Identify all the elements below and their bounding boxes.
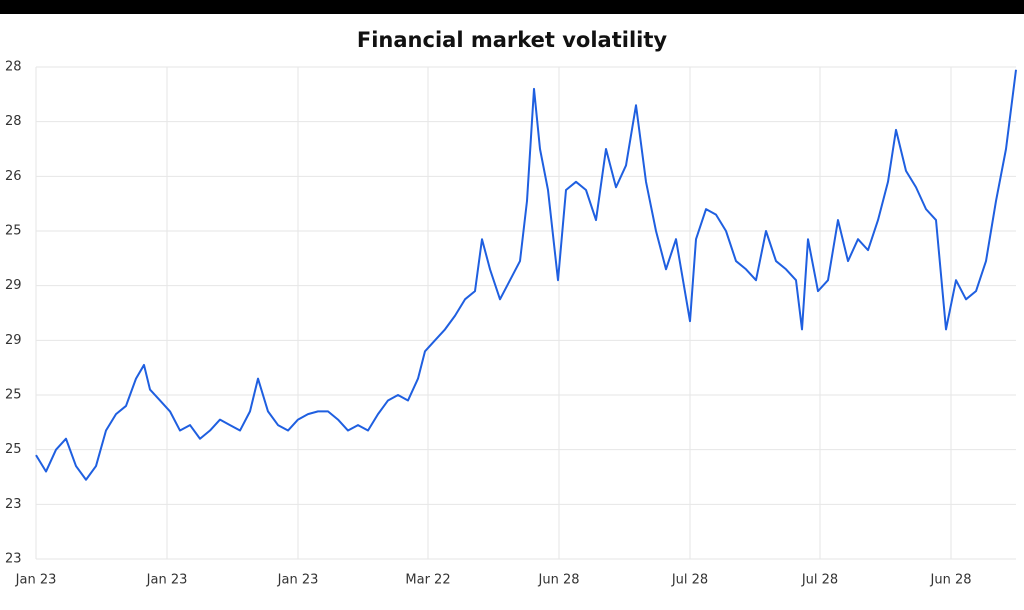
x-tick-label: Jan 23 [277, 573, 319, 588]
y-tick-label: 28 [5, 60, 22, 75]
y-tick-label: 25 [5, 442, 22, 457]
y-tick-label: 23 [5, 552, 22, 567]
y-tick-label: 28 [5, 114, 22, 129]
y-tick-label: 29 [5, 278, 22, 293]
y-tick-label: 26 [5, 169, 22, 184]
y-tick-label: 29 [5, 333, 22, 348]
top-bar [0, 0, 1024, 14]
x-tick-label: Jun 28 [930, 573, 972, 588]
data-line [35, 69, 1017, 481]
y-tick-label: 25 [5, 388, 22, 403]
y-tick-label: 25 [5, 224, 22, 239]
x-tick-label: Jun 28 [538, 573, 580, 588]
x-tick-label: Mar 22 [405, 573, 450, 588]
x-tick-label: Jul 28 [801, 573, 838, 588]
chart-title: Financial market volatility [357, 28, 668, 52]
x-tick-label: Jul 28 [671, 573, 708, 588]
x-tick-label: Jan 23 [15, 573, 57, 588]
y-tick-label: 23 [5, 497, 22, 512]
x-tick-label: Jan 23 [146, 573, 188, 588]
